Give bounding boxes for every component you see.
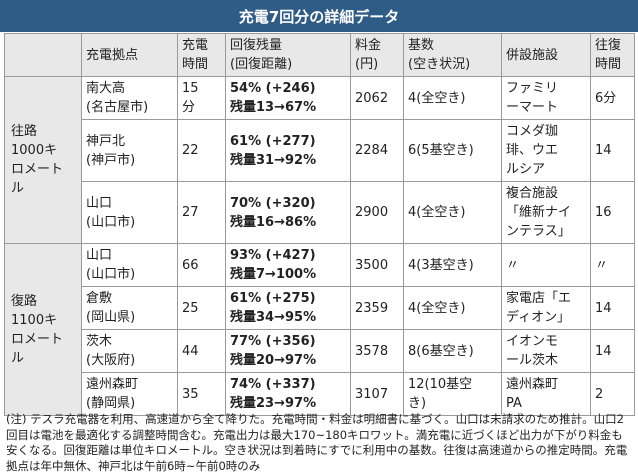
page-title: 充電7回分の詳細データ <box>0 0 638 32</box>
cell-units: 6(5基空き) <box>403 119 502 182</box>
cell-fee: 3500 <box>350 243 404 287</box>
cell-travel: 16 <box>590 181 635 244</box>
cell-station: 茨木 (大阪府) <box>81 329 178 373</box>
header-units: 基数 (空き状況) <box>403 33 502 77</box>
cell-travel: 14 <box>590 119 635 182</box>
cell-fee: 3578 <box>350 329 404 373</box>
cell-fee: 2284 <box>350 119 404 182</box>
cell-units: 4(全空き) <box>403 286 502 330</box>
table-row: 往路 1000キ ロメート ル 南大高 (名古屋市) 15 分 54% (+24… <box>4 76 635 244</box>
cell-remaining: 54% (+246) 残量13→67% <box>225 76 351 120</box>
cell-remaining: 93% (+427) 残量7→100% <box>225 243 351 287</box>
cell-fee: 2359 <box>350 286 404 330</box>
group-outbound: 往路 1000キ ロメート ル <box>4 76 82 244</box>
cell-station: 山口 (山口市) <box>81 243 178 287</box>
cell-time: 66 <box>177 243 226 287</box>
cell-fee: 2900 <box>350 181 404 244</box>
cell-station: 遠州森町 (静岡県) <box>81 372 178 416</box>
cell-units: 4(3基空き) <box>403 243 502 287</box>
group-return: 復路 1100キ ロメート ル <box>4 243 82 416</box>
cell-travel: 2 <box>590 372 635 416</box>
cell-remaining: 61% (+275) 残量34→95% <box>225 286 351 330</box>
table-row: 遠州森町 (静岡県) 35 74% (+337) 残量23→97% 3107 1… <box>5 372 635 416</box>
table-row: 山口 (山口市) 27 70% (+320) 残量16→86% 2900 4(全… <box>5 181 635 244</box>
cell-units: 12(10基空 き) <box>403 372 502 416</box>
table-row: 復路 1100キ ロメート ル 山口 (山口市) 66 93% (+427) 残… <box>4 243 635 416</box>
cell-time: 15 分 <box>177 76 226 120</box>
cell-time: 25 <box>177 286 226 330</box>
cell-travel: 〃 <box>590 243 635 287</box>
cell-units: 4(全空き) <box>403 181 502 244</box>
header-fee: 料金 (円) <box>350 33 404 77</box>
cell-time: 44 <box>177 329 226 373</box>
header-row: 充電拠点 充電 時間 回復残量 (回復距離) 料金 (円) 基数 (空き状況) … <box>4 33 635 77</box>
table-row: 倉敷 (岡山県) 25 61% (+275) 残量34→95% 2359 4(全… <box>5 286 635 330</box>
cell-facility: コメダ珈 琲、ウエ ルシア <box>501 119 591 182</box>
footnote: (注) テスラ充電器を利用、高速道から全て降りた。充電時間・料金は明細書に基づく… <box>6 412 628 473</box>
charging-data-table: 充電拠点 充電 時間 回復残量 (回復距離) 料金 (円) 基数 (空き状況) … <box>4 33 635 416</box>
cell-remaining: 77% (+356) 残量20→97% <box>225 329 351 373</box>
cell-remaining: 61% (+277) 残量31→92% <box>225 119 351 182</box>
header-station: 充電拠点 <box>81 33 178 77</box>
cell-facility: 家電店「エ ディオン」 <box>501 286 591 330</box>
table-row: 神戸北 (神戸市) 22 61% (+277) 残量31→92% 2284 6(… <box>5 119 635 182</box>
cell-travel: 14 <box>590 329 635 373</box>
cell-units: 4(全空き) <box>403 76 502 120</box>
cell-travel: 6分 <box>590 76 635 120</box>
table-row: 茨木 (大阪府) 44 77% (+356) 残量20→97% 3578 8(6… <box>5 329 635 373</box>
cell-facility: 複合施設 「維新ナイ ンテラス」 <box>501 181 591 244</box>
cell-station: 南大高 (名古屋市) <box>81 76 178 120</box>
header-time: 充電 時間 <box>177 33 226 77</box>
cell-time: 35 <box>177 372 226 416</box>
cell-station: 倉敷 (岡山県) <box>81 286 178 330</box>
header-travel: 往復 時間 <box>590 33 635 77</box>
cell-facility: 遠州森町 PA <box>501 372 591 416</box>
header-remaining: 回復残量 (回復距離) <box>225 33 351 77</box>
cell-travel: 14 <box>590 286 635 330</box>
cell-facility: イオンモ ール茨木 <box>501 329 591 373</box>
cell-fee: 3107 <box>350 372 404 416</box>
cell-station: 神戸北 (神戸市) <box>81 119 178 182</box>
cell-remaining: 70% (+320) 残量16→86% <box>225 181 351 244</box>
cell-station: 山口 (山口市) <box>81 181 178 244</box>
header-blank <box>4 33 82 77</box>
cell-units: 8(6基空き) <box>403 329 502 373</box>
cell-time: 22 <box>177 119 226 182</box>
cell-time: 27 <box>177 181 226 244</box>
cell-remaining: 74% (+337) 残量23→97% <box>225 372 351 416</box>
cell-facility: 〃 <box>501 243 591 287</box>
cell-facility: ファミリ ーマート <box>501 76 591 120</box>
cell-fee: 2062 <box>350 76 404 120</box>
header-facility: 併設施設 <box>501 33 591 77</box>
